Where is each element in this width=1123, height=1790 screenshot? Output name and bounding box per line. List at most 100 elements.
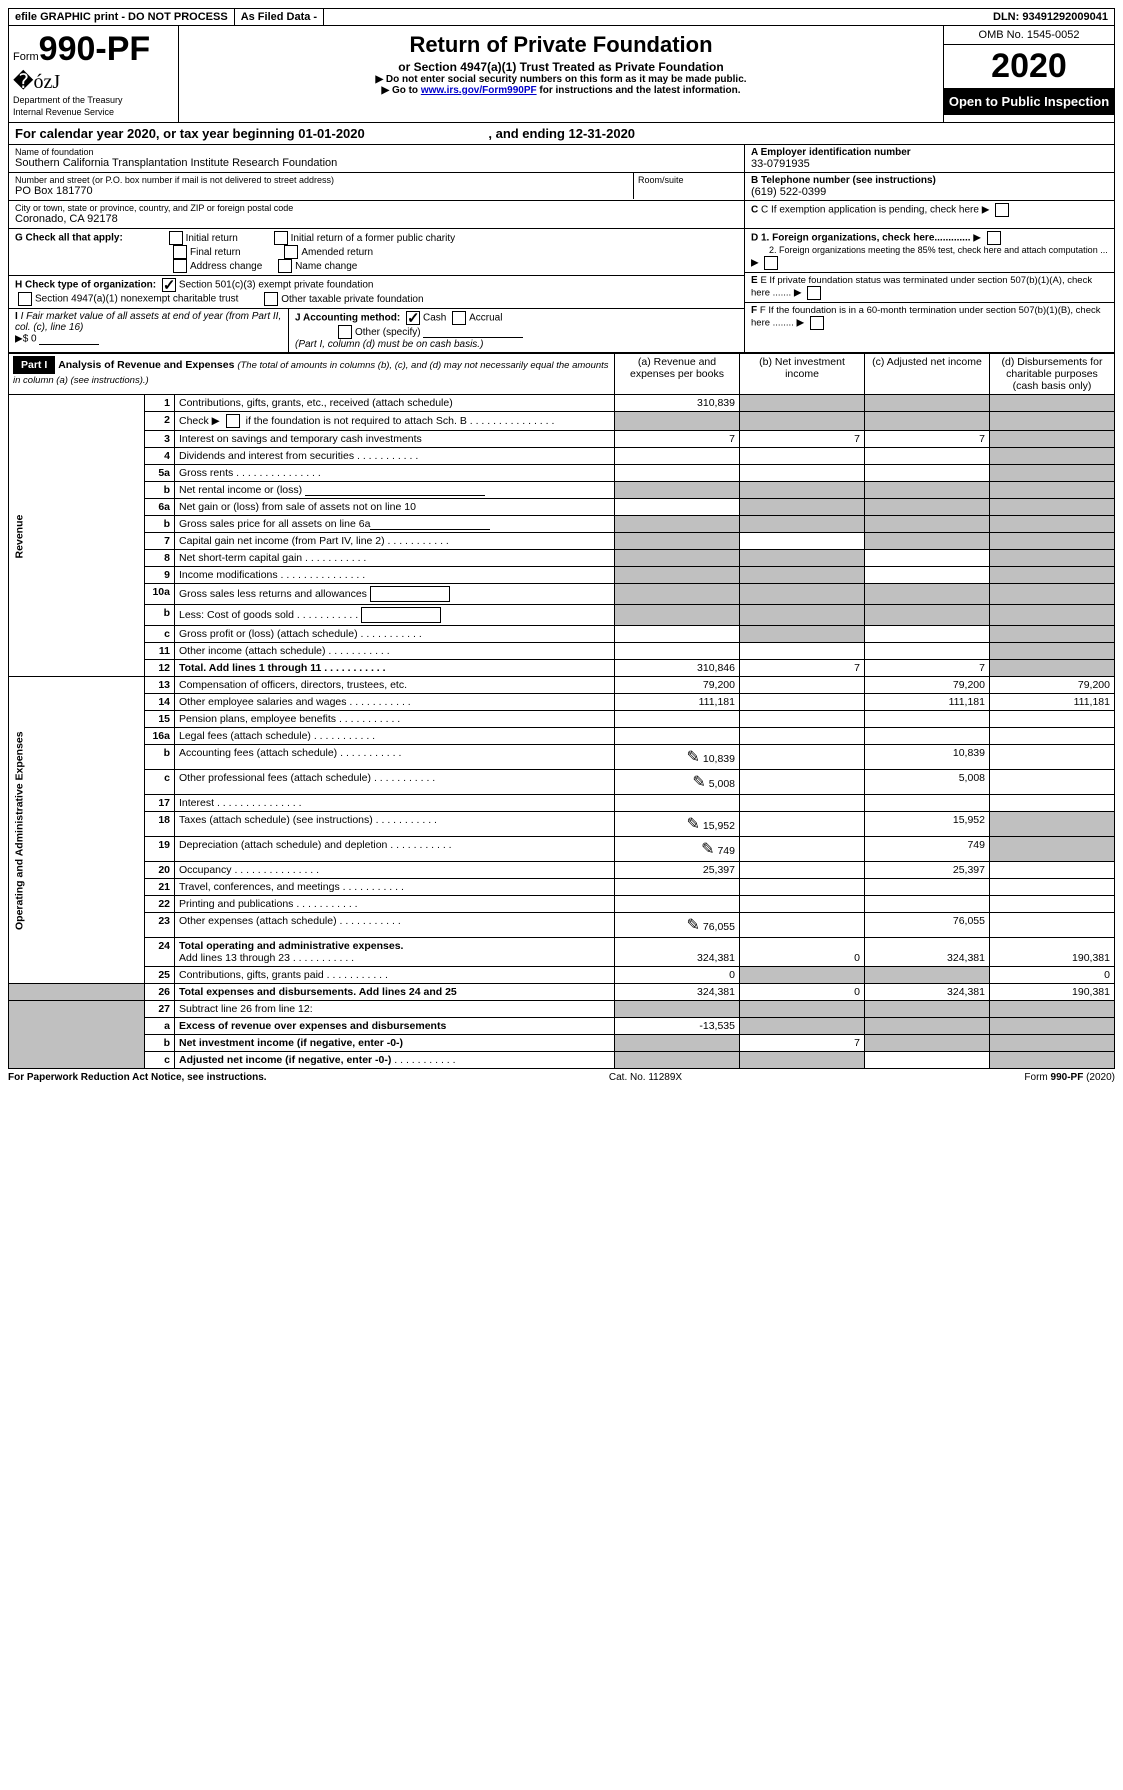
checkbox-address-change[interactable] — [173, 259, 187, 273]
checkbox-60month[interactable] — [810, 316, 824, 330]
r1-num: 1 — [145, 395, 175, 412]
checkbox-final-return[interactable] — [173, 245, 187, 259]
f-row: F F If the foundation is in a 60-month t… — [745, 303, 1114, 332]
row-26: 26Total expenses and disbursements. Add … — [9, 984, 1115, 1001]
city-label: City or town, state or province, country… — [15, 203, 738, 213]
efile-notice: efile GRAPHIC print - DO NOT PROCESS — [9, 9, 235, 25]
part1-heading: Analysis of Revenue and Expenses — [58, 359, 234, 371]
row-6a: 6aNet gain or (loss) from sale of assets… — [9, 499, 1115, 516]
part1-header-row: Part I Analysis of Revenue and Expenses … — [9, 354, 1115, 395]
room-suite: Room/suite — [634, 173, 744, 199]
instr2-pre: ▶ Go to — [381, 85, 420, 96]
row-6b: bGross sales price for all assets on lin… — [9, 516, 1115, 533]
checkbox-other-method[interactable] — [338, 325, 352, 339]
checkbox-other-taxable[interactable] — [264, 292, 278, 306]
row-2: 2 Check ▶ if the foundation is not requi… — [9, 412, 1115, 431]
row-15: 15Pension plans, employee benefits — [9, 711, 1115, 728]
d1-label: D 1. Foreign organizations, check here..… — [751, 233, 971, 244]
calyear-begin: 01-01-2020 — [298, 126, 365, 141]
d-row: D 1. Foreign organizations, check here..… — [745, 229, 1114, 273]
checkbox-accrual[interactable] — [452, 311, 466, 325]
attach-icon[interactable]: ✎ — [692, 774, 705, 791]
row-19: 19Depreciation (attach schedule) and dep… — [9, 837, 1115, 862]
page-footer: For Paperwork Reduction Act Notice, see … — [8, 1069, 1115, 1083]
foundation-name: Southern California Transplantation Inst… — [15, 157, 738, 169]
revenue-side-label: Revenue — [9, 395, 145, 677]
checkbox-name-change[interactable] — [278, 259, 292, 273]
r1-desc: Contributions, gifts, grants, etc., rece… — [175, 395, 615, 412]
attach-icon[interactable]: ✎ — [687, 816, 700, 833]
row-16a: 16aLegal fees (attach schedule) — [9, 728, 1115, 745]
foundation-address: PO Box 181770 — [15, 185, 627, 197]
i-text: I Fair market value of all assets at end… — [15, 311, 281, 333]
row-20: 20Occupancy25,39725,397 — [9, 862, 1115, 879]
row-23: 23Other expenses (attach schedule)✎ 76,0… — [9, 913, 1115, 938]
irs-link[interactable]: www.irs.gov/Form990PF — [421, 85, 537, 96]
col-b-header: (b) Net investment income — [740, 354, 865, 395]
instruction-2: ▶ Go to www.irs.gov/Form990PF for instru… — [183, 85, 939, 96]
row-12: 12Total. Add lines 1 through 11310,84677 — [9, 660, 1115, 677]
addr-label: Number and street (or P.O. box number if… — [15, 175, 627, 185]
checkbox-former-charity[interactable] — [274, 231, 288, 245]
header-right: OMB No. 1545-0052 2020 Open to Public In… — [944, 26, 1114, 122]
open-to-public: Open to Public Inspection — [944, 88, 1114, 115]
name-row: Name of foundation Southern California T… — [9, 145, 744, 173]
col-c-header: (c) Adjusted net income — [865, 354, 990, 395]
checkbox-schb[interactable] — [226, 414, 240, 428]
g-opt-former: Initial return of a former public charit… — [271, 233, 456, 244]
g-opt-namechg: Name change — [275, 261, 357, 272]
j-block: J Accounting method: Cash Accrual Other … — [289, 309, 744, 352]
row-27: 27Subtract line 26 from line 12: — [9, 1001, 1115, 1018]
form-number: 990-PF — [39, 30, 151, 68]
attach-icon[interactable]: ✎ — [687, 917, 700, 934]
checkbox-85pct[interactable] — [764, 256, 778, 270]
checkbox-4947[interactable] — [18, 292, 32, 306]
checkbox-foreign-org[interactable] — [987, 231, 1001, 245]
row-24: 24Total operating and administrative exp… — [9, 938, 1115, 967]
b-row: B Telephone number (see instructions) (6… — [745, 173, 1114, 201]
row-9: 9Income modifications — [9, 567, 1115, 584]
g-row: G Check all that apply: Initial return I… — [9, 229, 744, 276]
entity-left: Name of foundation Southern California T… — [9, 145, 744, 352]
h-4947: Section 4947(a)(1) nonexempt charitable … — [35, 294, 238, 305]
c-label: C — [751, 205, 758, 216]
e-label: E — [751, 275, 758, 286]
f-text: F If the foundation is in a 60-month ter… — [751, 305, 1100, 329]
checkbox-exemption-pending[interactable] — [995, 203, 1009, 217]
entity-info: Name of foundation Southern California T… — [8, 145, 1115, 353]
row-10b: bLess: Cost of goods sold — [9, 605, 1115, 626]
g-opt-amended: Amended return — [281, 247, 373, 258]
dln: DLN: 93491292009041 — [987, 9, 1114, 25]
i-value: ▶$ 0 — [15, 334, 37, 345]
row-27c: cAdjusted net income (if negative, enter… — [9, 1052, 1115, 1069]
h-other: Other taxable private foundation — [281, 294, 423, 305]
checkbox-501c3[interactable] — [162, 278, 176, 292]
g-opt-addrchg: Address change — [170, 261, 262, 272]
i-block: I I Fair market value of all assets at e… — [9, 309, 289, 352]
instruction-1: ▶ Do not enter social security numbers o… — [183, 74, 939, 85]
row-7: 7Capital gain net income (from Part IV, … — [9, 533, 1115, 550]
ein-value: 33-0791935 — [751, 158, 1108, 170]
footer-left: For Paperwork Reduction Act Notice, see … — [8, 1072, 267, 1083]
j-accrual: Accrual — [469, 313, 502, 324]
checkbox-status-terminated[interactable] — [807, 286, 821, 300]
omb-number: OMB No. 1545-0052 — [944, 26, 1114, 45]
row-21: 21Travel, conferences, and meetings — [9, 879, 1115, 896]
row-10a: 10aGross sales less returns and allowanc… — [9, 584, 1115, 605]
h-label: H Check type of organization: — [15, 280, 156, 291]
part1-label: Part I — [13, 356, 55, 374]
ein-label: A Employer identification number — [751, 147, 1108, 158]
e-row: E E If private foundation status was ter… — [745, 273, 1114, 303]
name-label: Name of foundation — [15, 147, 738, 157]
checkbox-initial-return[interactable] — [169, 231, 183, 245]
h-row: H Check type of organization: Section 50… — [9, 276, 744, 309]
tax-year: 2020 — [944, 45, 1114, 88]
attach-icon[interactable]: ✎ — [701, 841, 714, 858]
form-header: Form990-PF �ózJ Department of the Treasu… — [8, 26, 1115, 123]
row-27b: bNet investment income (if negative, ent… — [9, 1035, 1115, 1052]
row-10c: cGross profit or (loss) (attach schedule… — [9, 626, 1115, 643]
checkbox-cash[interactable] — [406, 311, 420, 325]
checkbox-amended-return[interactable] — [284, 245, 298, 259]
attach-icon[interactable]: ✎ — [687, 749, 700, 766]
r1-b — [740, 395, 865, 412]
